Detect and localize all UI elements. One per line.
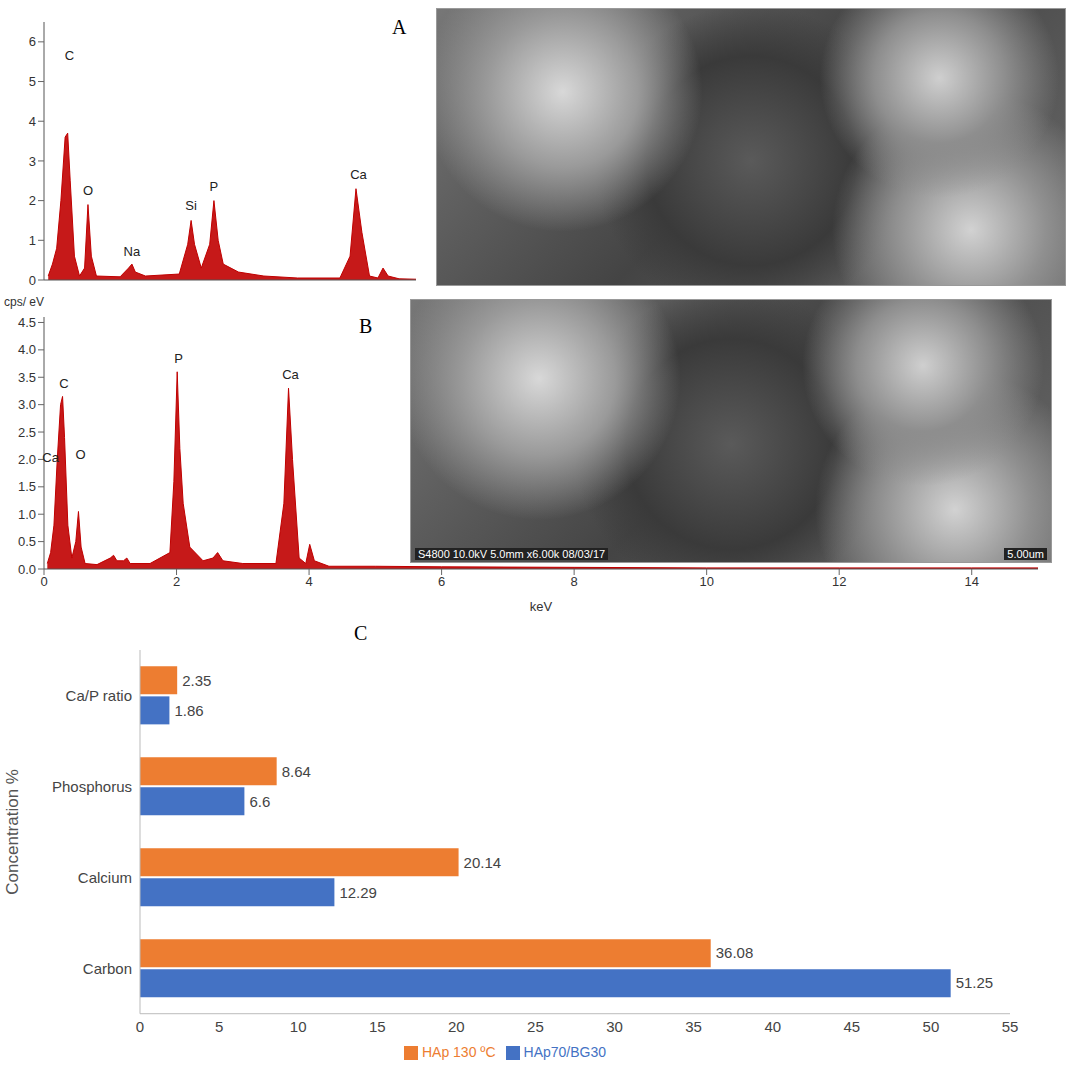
svg-text:C: C [65, 48, 74, 63]
svg-text:3.0: 3.0 [18, 397, 36, 412]
svg-text:1.86: 1.86 [174, 702, 203, 719]
svg-text:Concentration %: Concentration % [3, 769, 22, 895]
svg-text:P: P [174, 351, 183, 366]
svg-text:C: C [59, 376, 68, 391]
svg-text:keV: keV [530, 599, 553, 614]
svg-text:0.5: 0.5 [18, 534, 36, 549]
svg-text:8: 8 [571, 574, 578, 589]
svg-text:0: 0 [29, 273, 36, 288]
svg-text:O: O [75, 447, 85, 462]
svg-text:2.35: 2.35 [182, 672, 211, 689]
svg-text:36.08: 36.08 [716, 944, 754, 961]
svg-text:Ca: Ca [42, 450, 59, 465]
svg-text:5: 5 [215, 1018, 223, 1035]
svg-text:0: 0 [136, 1018, 144, 1035]
svg-text:2.5: 2.5 [18, 425, 36, 440]
svg-text:4.5: 4.5 [18, 315, 36, 330]
svg-text:2.0: 2.0 [18, 452, 36, 467]
html-text:B: B [359, 315, 373, 337]
svg-text:1: 1 [29, 233, 36, 248]
svg-text:20: 20 [448, 1018, 465, 1035]
html-text:S4800 10.0kV 5.0mm x6.00k 08/0: S4800 10.0kV 5.0mm x6.00k 08/03/17 [418, 548, 606, 560]
html-text:A: A [392, 16, 407, 38]
svg-text:3: 3 [29, 154, 36, 169]
html-text:C: C [354, 622, 368, 644]
svg-text:10: 10 [290, 1018, 307, 1035]
svg-text:4: 4 [29, 114, 36, 129]
svg-text:P: P [210, 179, 219, 194]
svg-text:6: 6 [438, 574, 445, 589]
svg-text:8.64: 8.64 [282, 763, 311, 780]
svg-text:3.5: 3.5 [18, 370, 36, 385]
svg-text:Carbon: Carbon [83, 960, 132, 977]
svg-text:Si: Si [185, 198, 197, 213]
svg-text:51.25: 51.25 [956, 974, 994, 991]
html-text:HAp 130 ºC: HAp 130 ºC [421, 1043, 496, 1060]
html-text:cps/ eV: cps/ eV [4, 295, 44, 309]
svg-text:45: 45 [843, 1018, 860, 1035]
svg-text:Calcium: Calcium [78, 869, 132, 886]
svg-text:35: 35 [685, 1018, 702, 1035]
svg-text:1.0: 1.0 [18, 507, 36, 522]
svg-text:2: 2 [173, 574, 180, 589]
svg-text:25: 25 [527, 1018, 544, 1035]
svg-text:20.14: 20.14 [464, 854, 502, 871]
svg-text:O: O [83, 183, 93, 198]
svg-text:30: 30 [606, 1018, 623, 1035]
html-text:HAp70/BG30: HAp70/BG30 [523, 1043, 606, 1060]
svg-text:0: 0 [40, 574, 47, 589]
svg-text:12: 12 [832, 574, 846, 589]
svg-text:Na: Na [124, 244, 141, 259]
svg-text:10: 10 [699, 574, 713, 589]
svg-text:6: 6 [29, 34, 36, 49]
svg-text:6.6: 6.6 [249, 793, 270, 810]
svg-text:5: 5 [29, 74, 36, 89]
svg-text:4.0: 4.0 [18, 342, 36, 357]
html-text:5.00um: 5.00um [1007, 548, 1044, 560]
svg-text:Ca/P ratio: Ca/P ratio [66, 687, 132, 704]
svg-text:4: 4 [305, 574, 312, 589]
svg-text:50: 50 [923, 1018, 940, 1035]
svg-text:0.0: 0.0 [18, 562, 36, 577]
svg-text:15: 15 [369, 1018, 386, 1035]
svg-text:Ca: Ca [282, 367, 299, 382]
svg-text:2: 2 [29, 193, 36, 208]
svg-text:55: 55 [1002, 1018, 1019, 1035]
svg-text:Phosphorus: Phosphorus [52, 778, 132, 795]
svg-text:Ca: Ca [350, 167, 367, 182]
svg-text:40: 40 [764, 1018, 781, 1035]
svg-text:1.5: 1.5 [18, 479, 36, 494]
svg-text:12.29: 12.29 [339, 884, 377, 901]
svg-text:14: 14 [964, 574, 978, 589]
